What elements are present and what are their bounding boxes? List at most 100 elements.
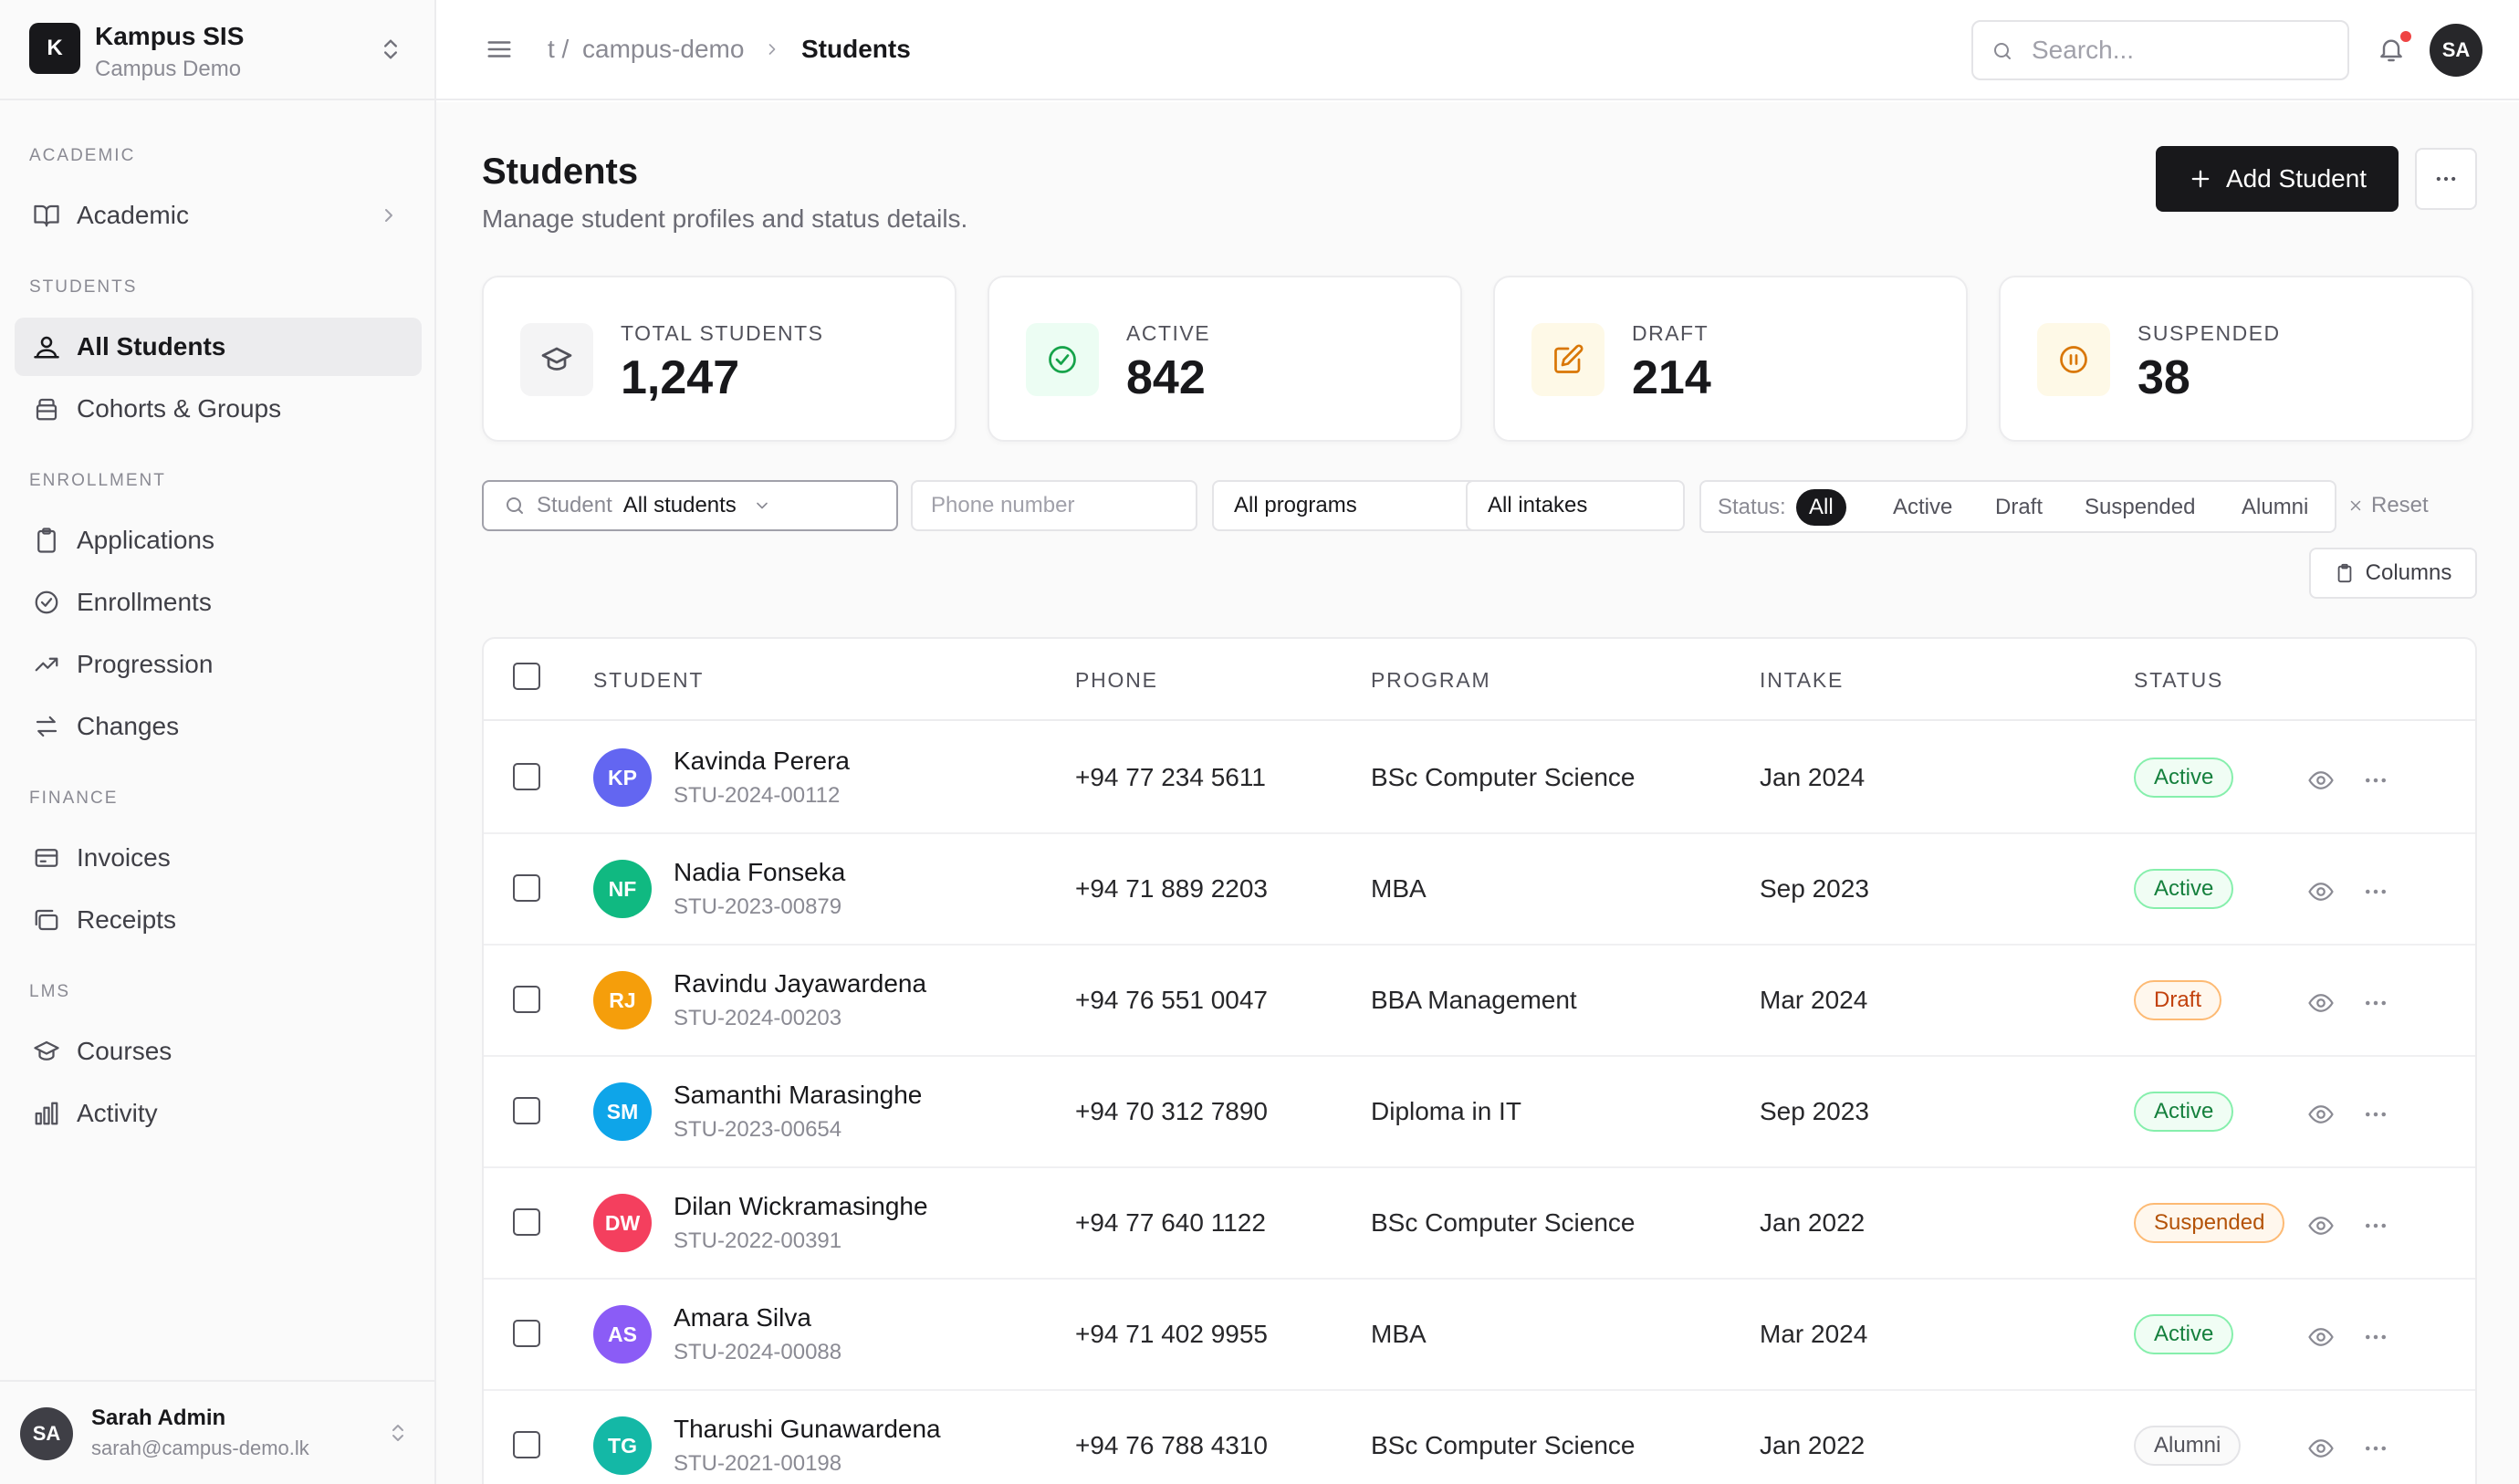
row-checkbox[interactable] [513,986,540,1013]
breadcrumb-tenant[interactable]: t / [548,35,570,63]
table-row[interactable]: TG Tharushi Gunawardena STU-2021-00198 +94 … [484,1391,2475,1484]
sidebar-item-activity[interactable]: Activity [15,1084,422,1143]
student-intake: Jan 2022 [1760,1208,1866,1237]
table-row[interactable]: RJ Ravindu Jayawardena STU-2024-00203 +94 7… [484,946,2475,1057]
status-option-all[interactable]: All [1796,489,1846,526]
sidebar-item-progression[interactable]: Progression [15,635,422,694]
student-name[interactable]: Nadia Fonseka [674,858,846,886]
student-name[interactable]: Ravindu Jayawardena [674,969,927,998]
row-checkbox[interactable] [513,874,540,902]
student-program: BBA Management [1371,986,1577,1014]
sidebar-item-invoices[interactable]: Invoices [15,829,422,887]
chevrons-up-down-icon[interactable] [378,35,403,64]
row-checkbox[interactable] [513,1208,540,1236]
avatar: RJ [593,971,652,1029]
sidebar-item-courses[interactable]: Courses [15,1022,422,1081]
student-intake: Sep 2023 [1760,874,1869,903]
sidebar-item-cohorts-groups[interactable]: Cohorts & Groups [15,380,422,438]
sidebar-item-academic[interactable]: Academic [15,186,422,245]
column-header-student[interactable]: STUDENT [593,668,705,692]
search-input[interactable] [2032,31,2333,69]
select-all-checkbox[interactable] [513,663,540,690]
eye-icon[interactable] [2307,1212,2335,1236]
student-name[interactable]: Amara Silva [674,1303,811,1332]
bell-icon[interactable] [2377,35,2406,64]
student-phone: +94 76 788 4310 [1075,1431,1268,1459]
topbar: t / campus-demo Students SA [436,0,2519,100]
chevron-right-icon [768,44,776,55]
more-actions-button[interactable] [2415,148,2477,210]
table-row[interactable]: NF Nadia Fonseka STU-2023-00879 +94 71 889 … [484,834,2475,946]
user-menu[interactable]: SA Sarah Admin sarah@campus-demo.lk [0,1380,434,1484]
stat-value: 38 [2137,351,2190,404]
status-option-suspended[interactable]: Suspended [2085,495,2196,519]
row-checkbox[interactable] [513,1097,540,1124]
status-badge: Suspended [2134,1203,2285,1243]
student-intake: Jan 2022 [1760,1431,1866,1459]
table-row[interactable]: AS Amara Silva STU-2024-00088 +94 71 402 99… [484,1280,2475,1391]
column-header-status[interactable]: STATUS [2134,668,2224,692]
bar-chart-icon [35,1102,58,1125]
more-horizontal-icon[interactable] [2362,878,2389,902]
eye-icon[interactable] [2307,1101,2335,1124]
sidebar-item-enrollments[interactable]: Enrollments [15,573,422,632]
sidebar-item-all-students[interactable]: All Students [15,318,422,376]
status-option-draft[interactable]: Draft [1995,495,2043,519]
more-horizontal-icon[interactable] [2362,1101,2389,1124]
student-program: BSc Computer Science [1371,763,1636,791]
sidebar-item-changes[interactable]: Changes [15,697,422,756]
avatar: SM [593,1082,652,1141]
table-row[interactable]: SM Samanthi Marasinghe STU-2023-00654 +94 7… [484,1057,2475,1168]
add-student-button[interactable]: Add Student [2156,146,2399,212]
row-checkbox[interactable] [513,1320,540,1347]
more-horizontal-icon[interactable] [2362,767,2389,790]
sidebar-item-label: Enrollments [77,588,212,616]
student-name[interactable]: Kavinda Perera [674,747,851,775]
reset-filters-button[interactable]: Reset [2347,493,2429,518]
more-horizontal-icon[interactable] [2362,989,2389,1013]
eye-icon[interactable] [2307,989,2335,1013]
stat-value: 842 [1126,351,1206,404]
row-checkbox[interactable] [513,1431,540,1458]
column-header-phone[interactable]: PHONE [1075,668,1158,692]
column-header-program[interactable]: PROGRAM [1371,668,1491,692]
graduation-cap-icon [541,347,572,371]
phone-filter[interactable] [911,480,1197,531]
column-header-intake[interactable]: INTAKE [1760,668,1845,692]
table-row[interactable]: KP Kavinda Perera STU-2024-00112 +94 77 234… [484,723,2475,834]
search-box[interactable] [1971,20,2349,80]
more-horizontal-icon[interactable] [2362,1212,2389,1236]
more-horizontal-icon[interactable] [2362,1435,2389,1458]
check-circle-icon [1049,346,1076,373]
intake-filter-select[interactable]: All intakes [1466,480,1685,531]
avatar: DW [593,1194,652,1252]
sidebar-item-receipts[interactable]: Receipts [15,891,422,949]
columns-button[interactable]: Columns [2309,548,2477,599]
menu-icon[interactable] [486,36,513,63]
status-filter-group: Status: All Active Draft Suspended Alumn… [1699,480,2336,533]
eye-icon[interactable] [2307,1323,2335,1347]
chevrons-up-down-icon[interactable] [387,1418,409,1447]
student-name[interactable]: Dilan Wickramasinghe [674,1192,928,1220]
student-program: MBA [1371,874,1427,903]
student-phone: +94 77 640 1122 [1075,1208,1266,1237]
eye-icon[interactable] [2307,767,2335,790]
more-horizontal-icon[interactable] [2362,1323,2389,1347]
status-option-active[interactable]: Active [1893,495,1953,519]
eye-icon[interactable] [2307,1435,2335,1458]
row-checkbox[interactable] [513,763,540,790]
breadcrumb-campus[interactable]: campus-demo [582,35,745,63]
check-circle-icon [35,590,58,614]
student-name[interactable]: Samanthi Marasinghe [674,1081,923,1109]
workspace-switcher[interactable]: K Kampus SIS Campus Demo [0,0,434,100]
status-option-alumni[interactable]: Alumni [2242,495,2309,519]
sidebar-item-applications[interactable]: Applications [15,511,422,570]
phone-filter-input[interactable] [931,493,1186,518]
credit-card-icon [35,849,58,867]
student-name[interactable]: Tharushi Gunawardena [674,1415,941,1443]
table-row[interactable]: DW Dilan Wickramasinghe STU-2022-00391 +94 … [484,1168,2475,1280]
avatar: TG [593,1416,652,1475]
avatar[interactable]: SA [2430,24,2482,77]
student-filter-dropdown[interactable]: Student All students [482,480,898,531]
eye-icon[interactable] [2307,878,2335,902]
